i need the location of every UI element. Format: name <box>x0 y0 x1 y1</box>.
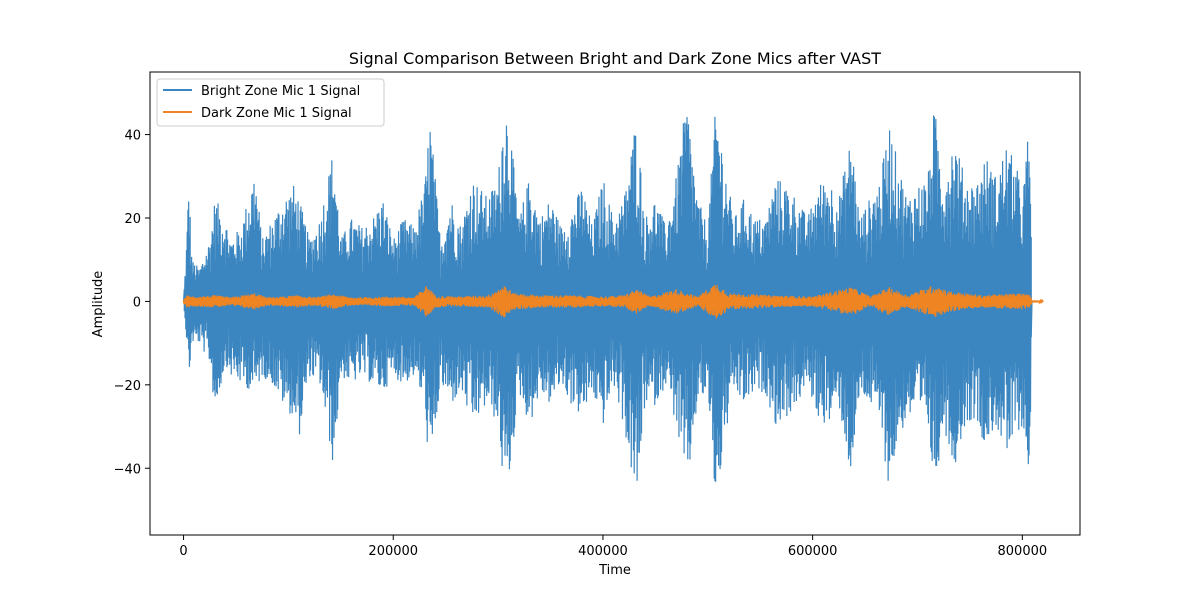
x-axis-label: Time <box>598 563 631 578</box>
x-tick-label: 200000 <box>368 544 418 559</box>
y-tick-label: 20 <box>124 212 141 227</box>
x-axis: 0 200000 400000 600000 800000 <box>179 535 1047 559</box>
y-axis-label: Amplitude <box>91 271 106 338</box>
y-tick-label: −20 <box>114 379 141 394</box>
x-tick-label: 600000 <box>788 544 838 559</box>
x-tick-label: 0 <box>179 544 187 559</box>
chart-title: Signal Comparison Between Bright and Dar… <box>349 49 881 68</box>
y-tick-label: −40 <box>114 462 141 477</box>
plot-area <box>182 115 1044 482</box>
legend: Bright Zone Mic 1 Signal Dark Zone Mic 1… <box>156 78 385 127</box>
series-line-bright-zone <box>182 115 1043 482</box>
y-tick-label: 0 <box>133 295 141 310</box>
x-tick-label: 400000 <box>578 544 628 559</box>
legend-label-dark: Dark Zone Mic 1 Signal <box>201 106 352 121</box>
series-line-dark-zone <box>182 284 1044 319</box>
plot-frame <box>149 71 1081 536</box>
legend-box <box>156 78 385 127</box>
x-tick-label: 800000 <box>998 544 1048 559</box>
y-tick-label: 40 <box>124 129 141 144</box>
y-axis: −40 −20 0 20 40 <box>114 129 150 477</box>
legend-label-bright: Bright Zone Mic 1 Signal <box>201 84 360 99</box>
